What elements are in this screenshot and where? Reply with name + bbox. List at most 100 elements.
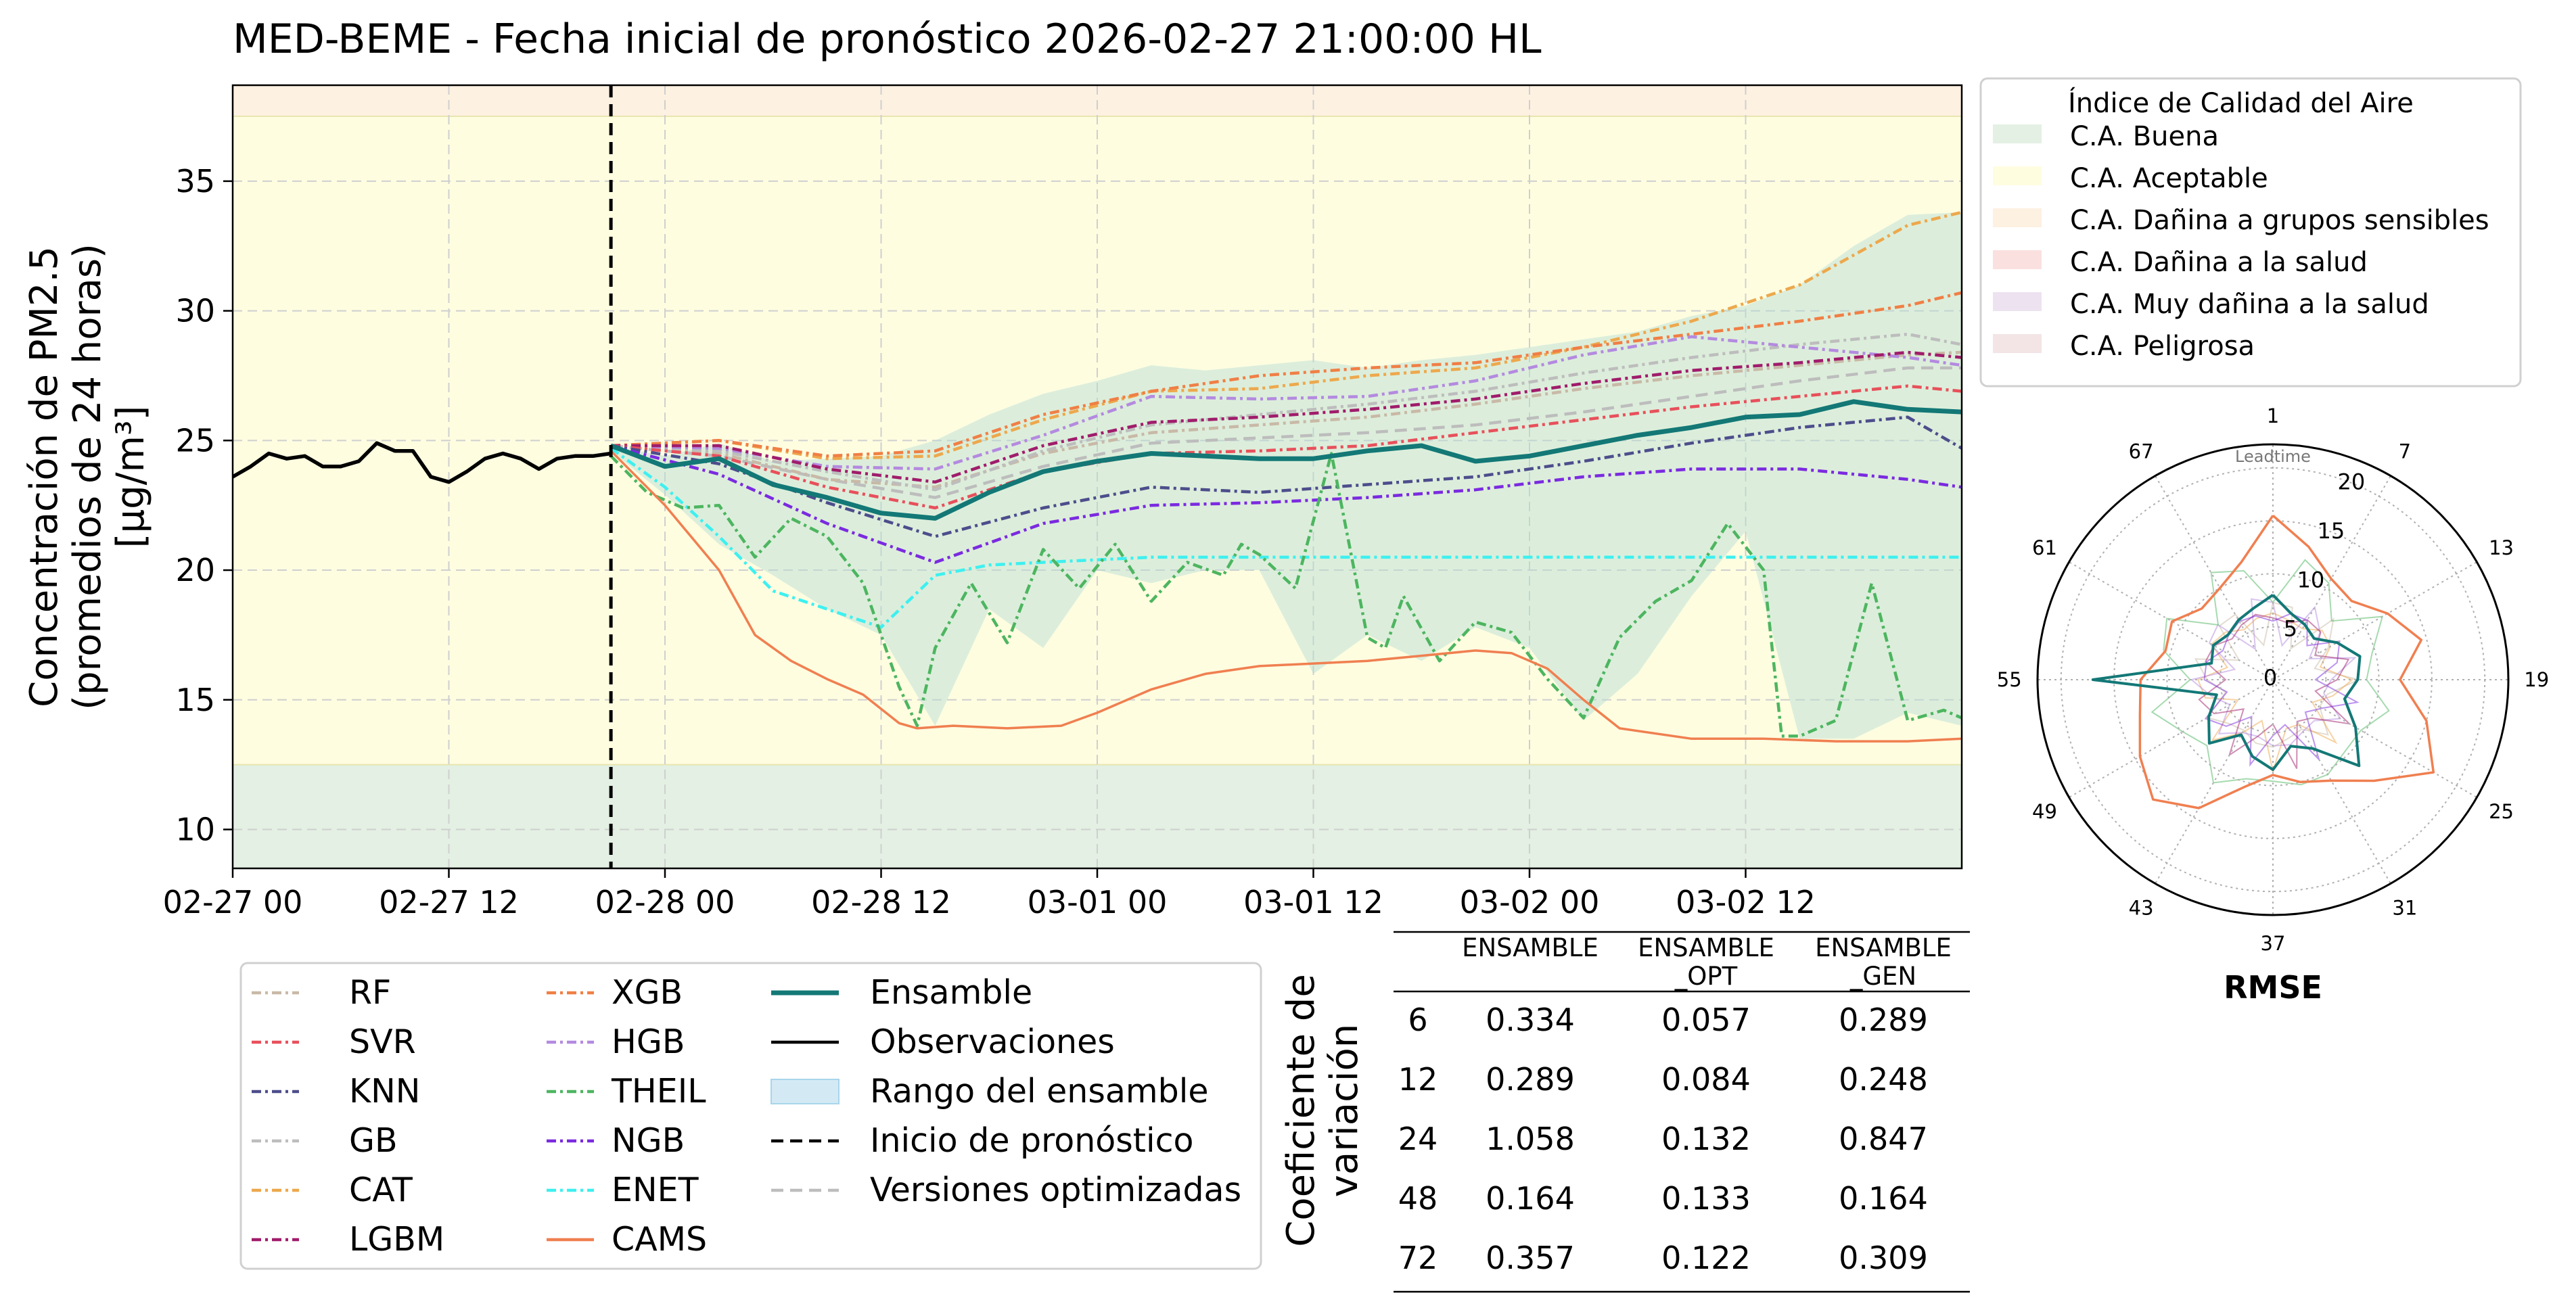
ensemble-range-area xyxy=(611,212,1962,739)
table-cell: 0.357 xyxy=(1486,1240,1575,1276)
table-cell: 0.164 xyxy=(1839,1180,1928,1217)
polar-angle-label: 25 xyxy=(2489,800,2514,823)
y-axis-label: Concentración de PM2.5 (promedios de 24 … xyxy=(22,243,153,710)
polar-leadtime-label: Leadtime xyxy=(2235,447,2311,466)
aqi-legend-label: C.A. Dañina a la salud xyxy=(2070,247,2368,278)
aqi-legend-title: Índice de Calidad del Aire xyxy=(2068,87,2414,119)
polar-spoke xyxy=(2272,679,2477,798)
table-cell: 0.309 xyxy=(1839,1240,1928,1276)
polar-angle-label: 43 xyxy=(2129,897,2154,920)
observations-line xyxy=(233,441,612,484)
ylabel-line3: [μg/m³] xyxy=(109,406,153,548)
legend-label: XGB xyxy=(612,973,683,1012)
legend-label: HGB xyxy=(612,1023,685,1061)
polar-angle-label: 37 xyxy=(2261,932,2286,955)
polar-angle-label: 13 xyxy=(2489,536,2514,559)
legend-label: ENET xyxy=(612,1171,699,1209)
table-header: ENSAMBLE xyxy=(1638,933,1774,962)
x-tick-label: 02-28 12 xyxy=(811,884,951,920)
table-cell: 0.164 xyxy=(1486,1180,1575,1217)
polar-radial-label: 20 xyxy=(2337,469,2365,495)
series-theil xyxy=(610,452,1962,738)
polar-angle-label: 61 xyxy=(2032,536,2057,559)
polar-angle-label: 67 xyxy=(2129,440,2154,463)
series-enet xyxy=(610,446,1962,629)
polar-spoke xyxy=(2069,561,2274,680)
x-tick-label: 03-01 12 xyxy=(1243,884,1383,920)
polar-spoke xyxy=(2155,475,2274,680)
y-tick-label: 25 xyxy=(175,422,215,459)
polar-spoke xyxy=(2272,561,2477,680)
legend-label: KNN xyxy=(349,1072,420,1110)
table-cell: 0.133 xyxy=(1661,1180,1751,1217)
legend-label: RF xyxy=(349,973,391,1012)
aqi-legend-frame xyxy=(1979,77,2522,388)
legend-label: SVR xyxy=(349,1023,416,1061)
series-gb xyxy=(610,332,1962,492)
table-cell: 0.132 xyxy=(1661,1121,1751,1157)
legend-label: NGB xyxy=(612,1121,685,1160)
series-versiones-optimizadas xyxy=(610,366,1962,499)
aqi-legend-label: C.A. Buena xyxy=(2070,121,2219,152)
x-tick-label: 02-28 00 xyxy=(595,884,735,920)
cv-label-line2: variación xyxy=(1322,1024,1366,1197)
series-ngb xyxy=(610,444,1962,564)
table-header: ENSAMBLE xyxy=(1462,933,1598,962)
rmse-label: RMSE xyxy=(2224,969,2322,1006)
y-tick-label: 30 xyxy=(175,293,215,329)
legend-label: LGBM xyxy=(349,1220,444,1259)
aqi-legend-label: C.A. Muy dañina a la salud xyxy=(2070,289,2429,320)
legend-label: Inicio de pronóstico xyxy=(870,1121,1194,1160)
table-row-lead: 12 xyxy=(1398,1061,1438,1098)
x-tick-label: 02-27 00 xyxy=(163,884,303,920)
polar-angle-label: 55 xyxy=(1997,668,2022,691)
table-cell: 0.847 xyxy=(1839,1121,1928,1157)
polar-spoke xyxy=(2069,679,2274,798)
table-header: ENSAMBLE xyxy=(1815,933,1952,962)
polar-radial-label: 10 xyxy=(2297,567,2325,592)
series-lgbm xyxy=(611,350,1962,484)
legend-label: Versiones optimizadas xyxy=(870,1171,1241,1209)
series-rf xyxy=(610,350,1962,489)
ylabel-line2: (promedios de 24 horas) xyxy=(66,243,110,710)
series-cat xyxy=(610,210,1962,461)
legend-swatch xyxy=(770,1079,840,1104)
cv-label: Coeficiente de variación xyxy=(1279,974,1366,1247)
x-tick-label: 03-02 00 xyxy=(1460,884,1600,920)
polar-series-ensamble xyxy=(2091,594,2362,772)
aqi-legend-label: C.A. Peligrosa xyxy=(2070,331,2255,362)
aqi-legend-swatch xyxy=(1993,250,2042,269)
aqi-legend-label: C.A. Aceptable xyxy=(2070,163,2268,194)
y-tick-label: 20 xyxy=(175,552,215,588)
aqi-legend-swatch xyxy=(1993,334,2042,353)
table-cell: 1.058 xyxy=(1486,1121,1575,1157)
aqi-legend-swatch xyxy=(1993,208,2042,227)
x-tick-label: 03-02 12 xyxy=(1676,884,1816,920)
table-row-lead: 24 xyxy=(1398,1121,1438,1157)
aqi-legend-swatch xyxy=(1993,292,2042,311)
x-tick-label: 03-01 00 xyxy=(1028,884,1168,920)
series-svr xyxy=(610,384,1962,510)
table-cell: 0.289 xyxy=(1839,1002,1928,1038)
x-tick-label: 02-27 12 xyxy=(379,884,519,920)
table-row-lead: 48 xyxy=(1398,1180,1438,1217)
table-cell: 0.248 xyxy=(1839,1061,1928,1098)
polar-angle-label: 19 xyxy=(2524,668,2549,691)
polar-spoke xyxy=(2272,475,2391,680)
series-xgb xyxy=(610,291,1962,458)
series-cams xyxy=(610,450,1962,743)
model-legend: RF SVR KNN GB CAT LGBM XGB HGB THEIL NGB ENET CAMS E… xyxy=(239,962,1262,1270)
table-header-sub: _OPT xyxy=(1674,962,1738,991)
series-ensamble xyxy=(610,399,1962,521)
aqi-legend-swatch xyxy=(1993,166,2042,185)
table-header-sub: _GEN xyxy=(1849,962,1916,991)
aqi-legend-swatch xyxy=(1993,124,2042,143)
model-legend-frame xyxy=(239,962,1262,1270)
ylabel-line1: Concentración de PM2.5 xyxy=(22,246,66,707)
aqi-legend-label: C.A. Dañina a grupos sensibles xyxy=(2070,205,2489,236)
polar-frame xyxy=(2036,443,2510,916)
y-tick-label: 10 xyxy=(175,811,215,847)
